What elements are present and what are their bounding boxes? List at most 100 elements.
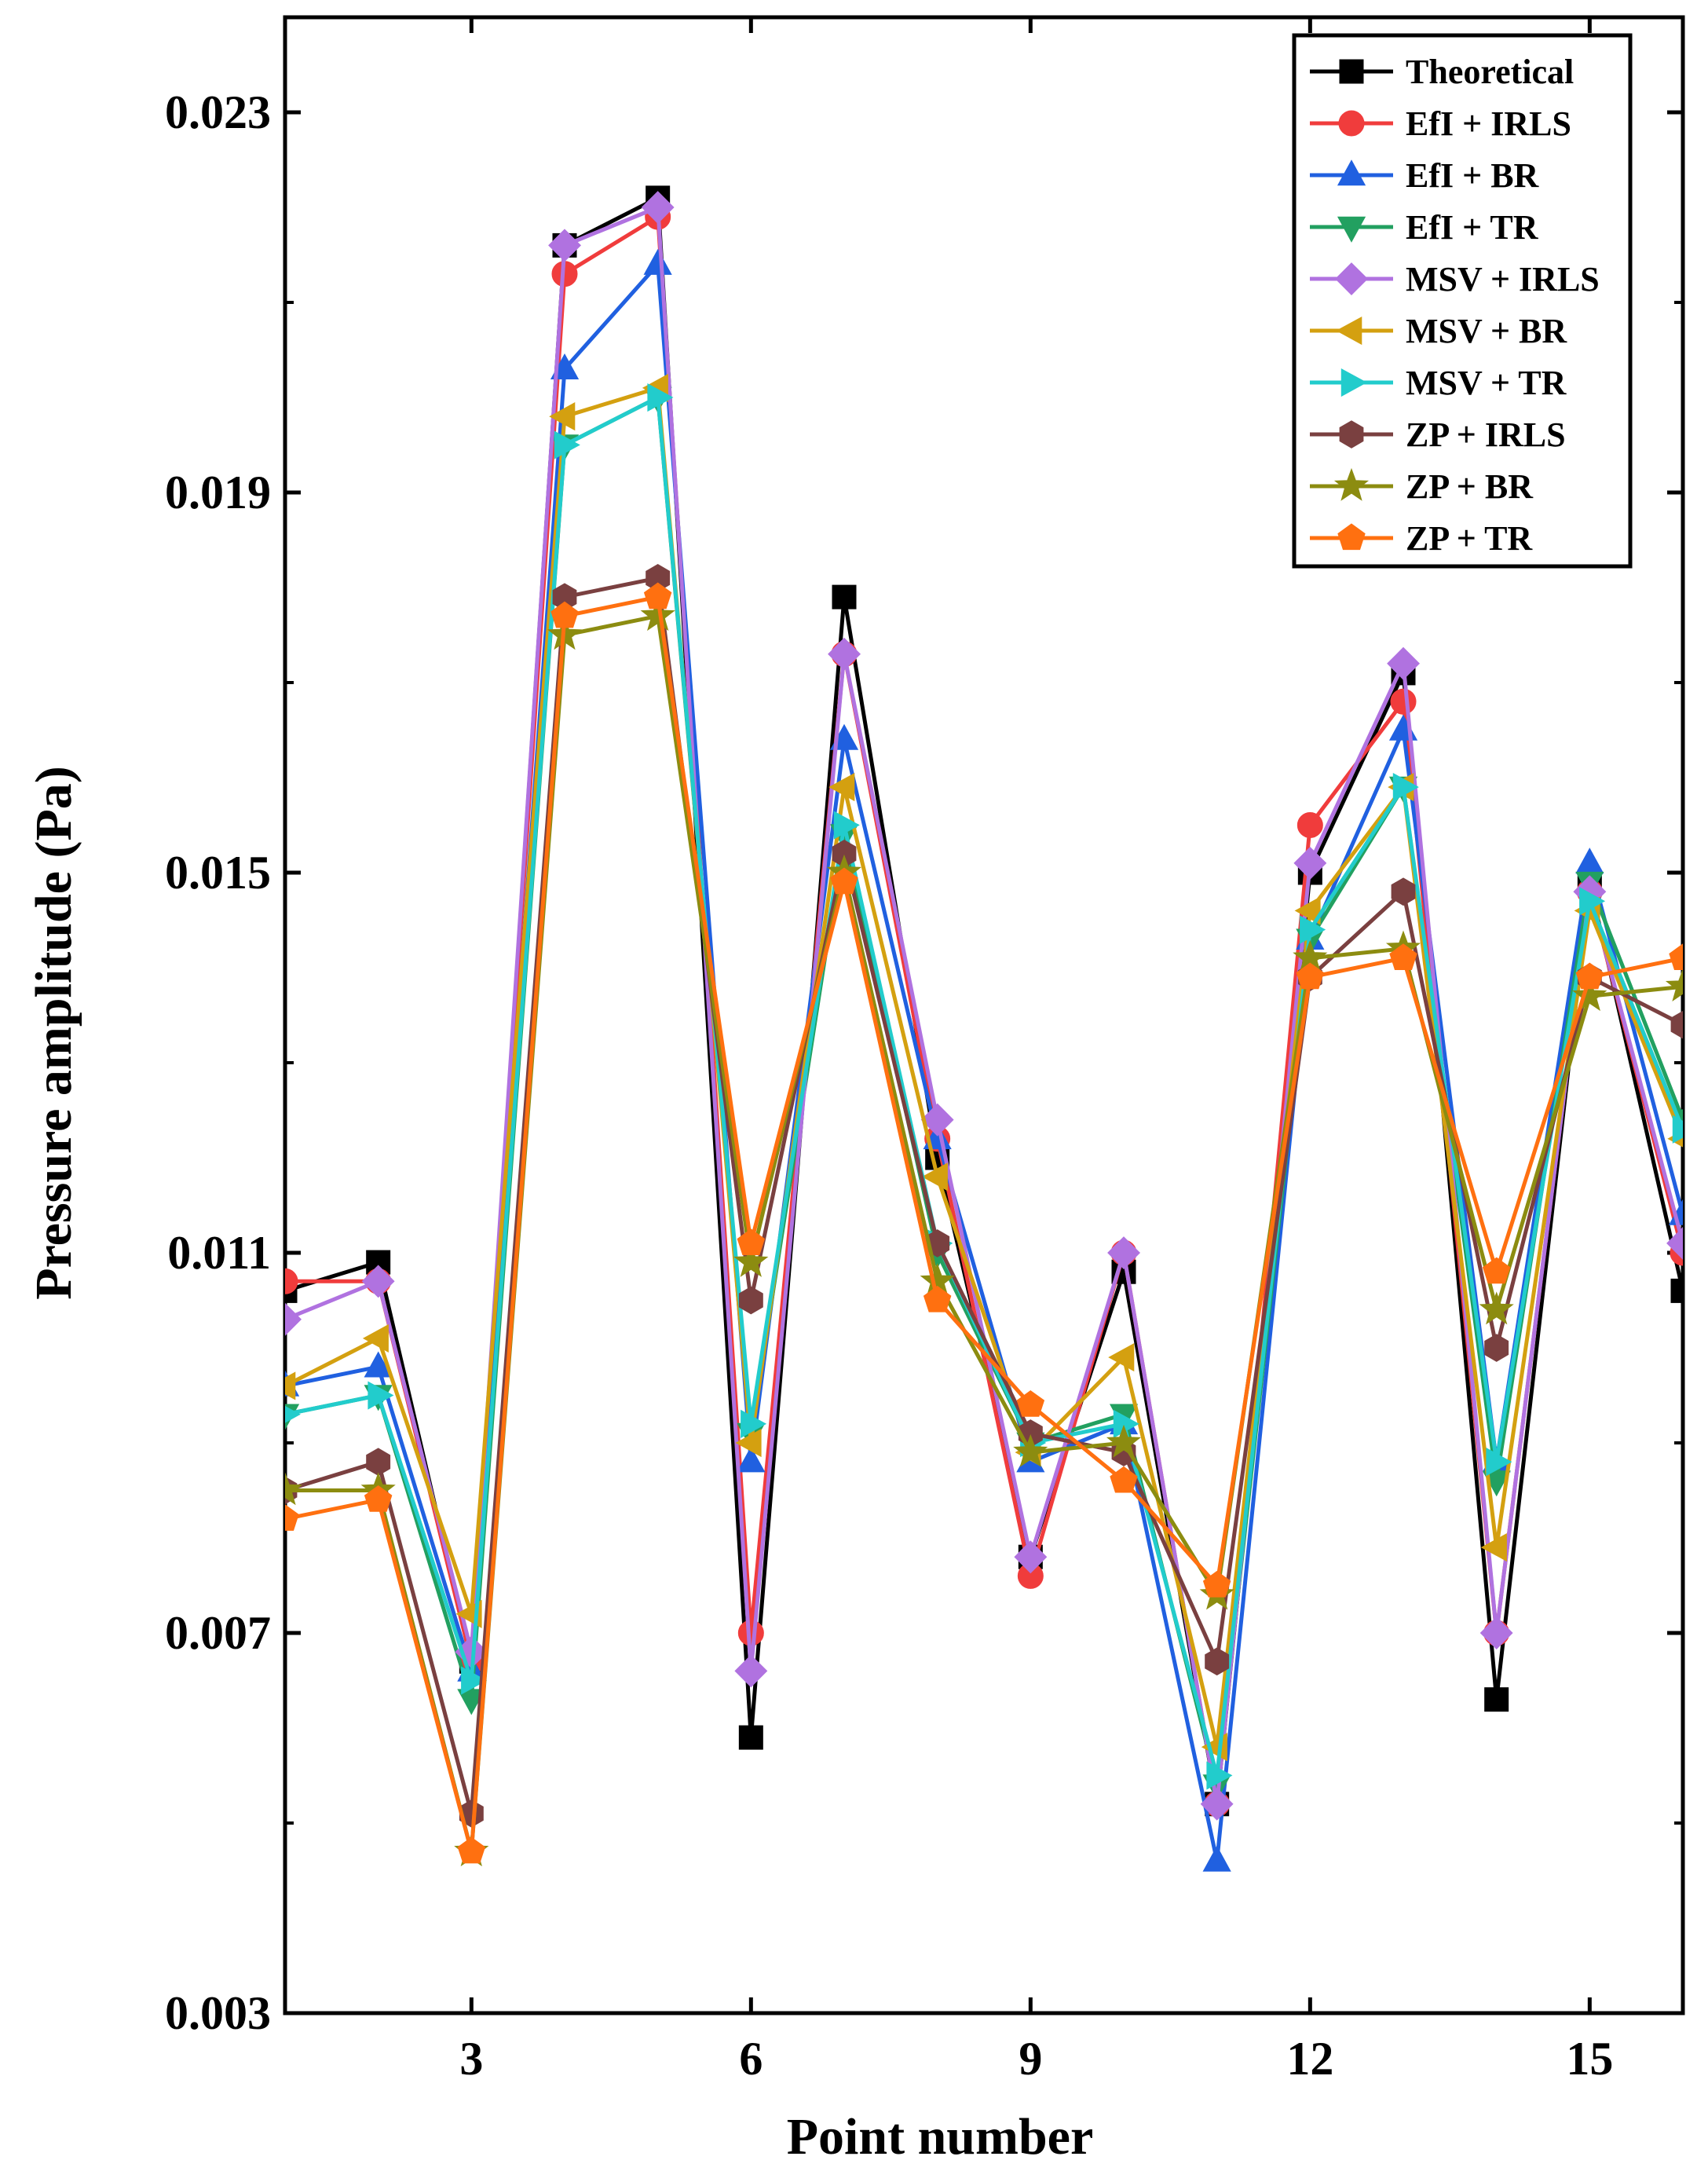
data-point-zp-br	[1106, 1424, 1142, 1458]
data-point-msv-br	[1294, 896, 1321, 925]
data-point-efi-br	[1388, 714, 1418, 741]
x-tick-label: 3	[459, 2033, 483, 2085]
legend-marker-zp-br	[1333, 467, 1370, 501]
data-point-zp-tr	[923, 1285, 952, 1312]
y-tick-label: 0.019	[165, 467, 271, 518]
data-point-msv-tr	[741, 1409, 767, 1438]
data-point-zp-tr	[1016, 1389, 1045, 1417]
legend-marker-zp-irls	[1339, 420, 1364, 448]
data-point-msv-irls	[1107, 1236, 1141, 1270]
data-point-msv-tr	[1113, 1409, 1139, 1438]
data-point-efi-br	[364, 1351, 393, 1378]
data-point-msv-irls	[361, 1265, 395, 1298]
data-point-efi-irls	[1390, 688, 1417, 715]
data-point-efi-br	[1575, 848, 1604, 874]
data-point-zp-br	[1665, 968, 1683, 1001]
series-group	[285, 185, 1683, 1872]
data-point-msv-br	[362, 1323, 389, 1353]
data-point-msv-br	[549, 402, 576, 431]
legend-label-msv-tr: MSV + TR	[1406, 364, 1567, 402]
y-tick-label: 0.015	[165, 847, 271, 899]
x-tick-label: 9	[1019, 2033, 1042, 2085]
data-point-efi-irls	[285, 1268, 298, 1294]
data-point-theoretical	[738, 1725, 763, 1750]
data-point-zp-br	[640, 598, 675, 632]
data-point-msv-irls	[641, 191, 675, 225]
y-axis-title: Pressure amplitude (Pa)	[25, 766, 82, 1300]
x-axis-title: Point number	[787, 2108, 1094, 2160]
data-point-msv-irls	[734, 1654, 768, 1688]
data-point-zp-irls	[1484, 1334, 1509, 1362]
legend-label-msv-br: MSV + BR	[1406, 312, 1567, 350]
legend-label-efi-irls: EfI + IRLS	[1406, 104, 1571, 143]
data-point-theoretical	[1484, 1687, 1509, 1712]
series-line-zp-tr	[285, 595, 1683, 1854]
data-point-zp-tr	[1669, 943, 1683, 970]
legend-marker-efi-irls	[1338, 110, 1365, 137]
legend-marker-theoretical	[1339, 59, 1364, 84]
data-point-msv-irls	[828, 637, 861, 671]
data-point-zp-irls	[366, 1448, 391, 1476]
data-point-zp-tr	[830, 867, 858, 895]
data-point-msv-tr	[1579, 887, 1606, 916]
data-point-msv-tr	[1300, 915, 1326, 944]
data-point-msv-tr	[368, 1381, 394, 1410]
data-point-msv-br	[735, 1428, 762, 1458]
y-tick-label: 0.011	[167, 1227, 271, 1279]
data-point-zp-tr	[457, 1836, 486, 1864]
legend-marker-efi-br	[1337, 159, 1366, 186]
legend-marker-msv-irls	[1335, 262, 1369, 296]
x-tick-label: 15	[1566, 2033, 1613, 2085]
plot-area: 0.003 0.007 0.011 0.015 0.019 0.023 3 6 9 12 15 The…	[165, 15, 1685, 2085]
legend-marker-msv-tr	[1340, 368, 1367, 397]
data-point-zp-tr	[1482, 1257, 1511, 1284]
data-point-zp-tr	[737, 1228, 766, 1255]
data-point-zp-br	[285, 1472, 303, 1506]
data-point-msv-tr	[1206, 1761, 1233, 1790]
legend-marker-zp-tr	[1337, 523, 1366, 551]
data-point-zp-tr	[1575, 962, 1604, 990]
data-point-msv-irls	[1666, 1226, 1683, 1260]
data-point-msv-br	[285, 1371, 296, 1400]
data-point-msv-br	[1108, 1342, 1135, 1372]
data-point-zp-br	[733, 1243, 769, 1277]
data-point-zp-tr	[1110, 1466, 1138, 1493]
legend-label-msv-irls: MSV + IRLS	[1406, 260, 1600, 298]
data-point-zp-tr	[364, 1485, 393, 1512]
legend-label-theoretical: Theoretical	[1406, 53, 1574, 91]
data-point-msv-irls	[285, 1302, 302, 1336]
legend-label-zp-br: ZP + BR	[1406, 467, 1534, 506]
data-point-zp-br	[1013, 1433, 1048, 1467]
data-point-zp-tr	[1202, 1570, 1231, 1598]
data-point-msv-tr	[285, 1405, 301, 1423]
data-point-msv-irls	[1293, 846, 1327, 880]
legend-label-zp-irls: ZP + IRLS	[1406, 416, 1566, 454]
data-point-zp-irls	[1391, 877, 1416, 906]
data-point-zp-tr	[550, 601, 579, 628]
data-point-msv-tr	[833, 811, 860, 840]
data-point-zp-br	[1479, 1291, 1514, 1325]
data-point-msv-irls	[548, 229, 582, 262]
series-line-msv-br	[285, 386, 1683, 1749]
y-tick-label: 0.007	[165, 1607, 271, 1659]
data-point-zp-irls	[1670, 1010, 1683, 1039]
data-point-msv-tr	[554, 430, 580, 459]
data-point-efi-br	[737, 1446, 766, 1473]
legend-label-efi-br: EfI + BR	[1406, 156, 1540, 195]
data-point-msv-tr	[1672, 1115, 1683, 1144]
data-point-zp-br	[1572, 978, 1607, 1012]
data-point-msv-tr	[1486, 1448, 1512, 1477]
x-tick-label: 12	[1286, 2033, 1333, 2085]
data-point-msv-irls	[1387, 646, 1421, 680]
legend-marker-efi-tr	[1337, 216, 1366, 243]
data-point-msv-br	[921, 1162, 948, 1192]
series-line-efi-tr	[285, 395, 1683, 1788]
data-point-msv-tr	[647, 383, 674, 412]
data-point-zp-tr	[285, 1504, 299, 1531]
legend-marker-msv-br	[1336, 316, 1362, 346]
data-point-zp-tr	[1389, 943, 1417, 970]
x-tick-label: 6	[739, 2033, 763, 2085]
legend: Theoretical EfI + IRLS EfI + BR EfI + TR MSV…	[1292, 33, 1633, 569]
legend-label-efi-tr: EfI + TR	[1406, 208, 1539, 247]
